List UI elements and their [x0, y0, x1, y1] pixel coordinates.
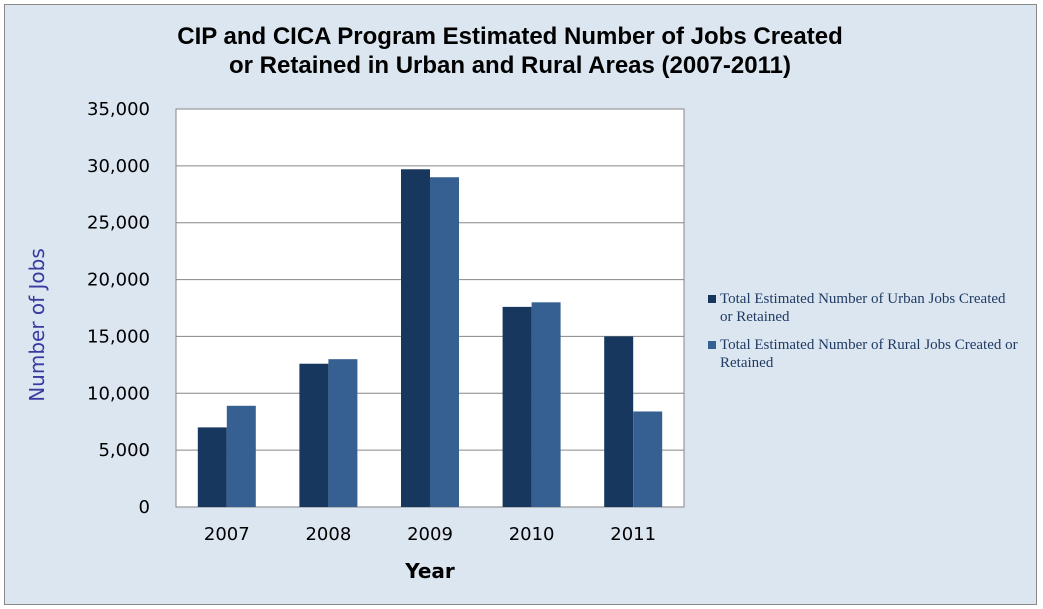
bar-urban-2010: [502, 306, 532, 507]
y-tick-label: 0: [139, 497, 150, 518]
legend-swatch: [708, 341, 716, 349]
y-tick-label: 25,000: [87, 213, 150, 234]
chart-title: CIP and CICA Program Estimated Number of…: [60, 22, 960, 80]
legend: Total Estimated Number of Urban Jobs Cre…: [708, 290, 1018, 382]
chart-title-line-2: or Retained in Urban and Rural Areas (20…: [229, 52, 791, 79]
y-tick-label: 10,000: [87, 383, 150, 404]
bar-rural-2007: [226, 405, 256, 507]
x-tick-label: 2007: [204, 524, 250, 545]
legend-label: Total Estimated Number of Urban Jobs Cre…: [720, 291, 1006, 325]
bar-rural-2008: [328, 359, 358, 507]
bar-rural-2011: [633, 411, 663, 507]
y-tick-label: 30,000: [87, 156, 150, 177]
legend-item: Total Estimated Number of Rural Jobs Cre…: [708, 336, 1018, 372]
x-tick-label: 2011: [610, 524, 656, 545]
bar-urban-2011: [604, 336, 634, 507]
legend-label: Total Estimated Number of Rural Jobs Cre…: [720, 337, 1018, 371]
x-axis-title: Year: [404, 559, 455, 583]
y-tick-label: 15,000: [87, 326, 150, 347]
y-axis-ticks: 0 5,000 10,000 15,000 20,000 25,000 30,000 35,0…: [87, 99, 150, 518]
x-tick-label: 2010: [509, 524, 555, 545]
bar-rural-2010: [531, 302, 561, 507]
y-tick-label: 5,000: [98, 440, 150, 461]
bar-urban-2008: [299, 363, 329, 507]
x-tick-label: 2009: [407, 524, 453, 545]
x-axis-ticks: 2007 2008 2009 2010 2011: [204, 524, 656, 545]
bar-rural-2009: [430, 177, 459, 507]
y-tick-label: 20,000: [87, 270, 150, 291]
chart-title-line-1: CIP and CICA Program Estimated Number of…: [177, 23, 843, 50]
y-tick-label: 35,000: [87, 99, 150, 120]
bars: [197, 169, 663, 508]
bar-urban-2007: [197, 427, 227, 507]
y-axis-title: Number of Jobs: [25, 248, 49, 402]
legend-swatch: [708, 295, 716, 303]
x-tick-label: 2008: [305, 524, 351, 545]
legend-item: Total Estimated Number of Urban Jobs Cre…: [708, 290, 1018, 326]
bar-urban-2009: [401, 169, 430, 508]
